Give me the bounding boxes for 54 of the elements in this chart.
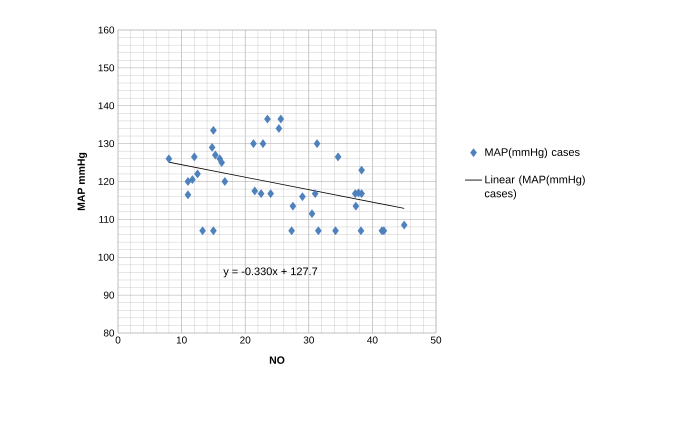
y-tick-label: 140 [98,102,114,110]
point [258,189,264,198]
point [260,139,266,148]
point [358,226,364,236]
y-tick-label: 120 [98,178,114,186]
legend-label: Linear (MAP(mmHg) cases) [484,175,585,200]
point [251,186,258,196]
x-tick-label: 30 [304,336,314,344]
point [210,126,217,135]
point [312,189,319,198]
point [210,226,217,236]
point [332,226,339,236]
x-tick-label: 20 [240,336,250,344]
x-tick-label: 40 [367,336,378,344]
x-tick-label: 0 [116,336,120,344]
point [264,114,271,124]
y-tick-label: 90 [104,292,114,299]
point [290,202,296,211]
point [276,124,282,133]
point [288,226,295,236]
point [190,152,198,162]
point [358,166,365,175]
point [400,220,408,230]
point [308,209,316,218]
x-tick-label: 50 [430,336,442,344]
point [194,170,201,178]
point [314,139,320,148]
point [299,192,306,202]
point [314,226,322,236]
point [250,139,257,148]
point [267,189,274,198]
point [208,143,216,152]
point [222,177,228,186]
x-tick-label: 10 [176,336,187,344]
y-tick-label: 160 [98,26,114,34]
x-axis-title: NO [270,356,284,364]
y-tick-label: 130 [98,140,114,148]
point [184,177,192,186]
point [212,150,219,160]
y-tick-label: 80 [104,329,114,337]
point [352,202,360,211]
point [189,175,196,184]
annotation: y = -0.330x + 127.7 [223,267,318,278]
point [334,152,342,162]
y-tick-label: 100 [98,254,114,261]
y-tick-label: 110 [99,216,114,223]
point [277,114,284,124]
point [199,226,206,236]
y-tick-label: 150 [98,64,114,72]
legend-label: MAP(mmHg) cases [485,148,580,158]
point [184,190,192,200]
point [166,154,172,164]
point [218,158,226,167]
y-axis-title: MAP mmHg [78,152,88,210]
